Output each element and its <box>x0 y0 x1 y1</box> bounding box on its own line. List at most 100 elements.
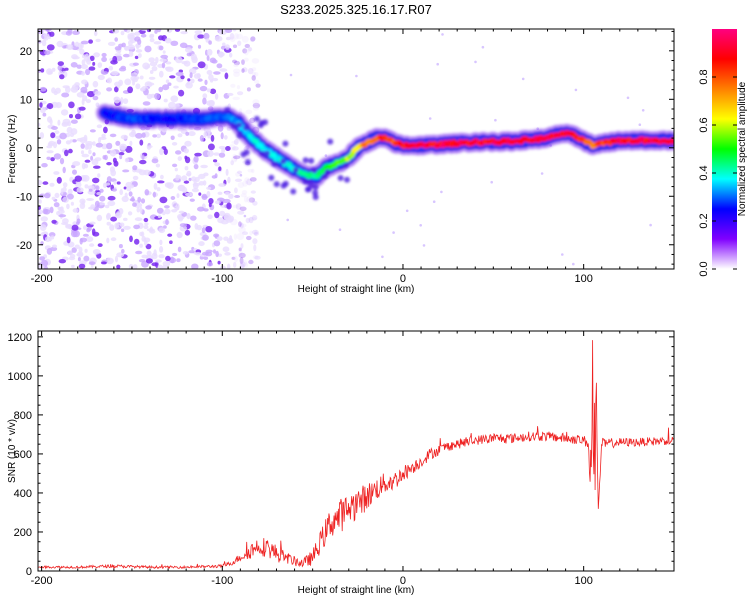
noise-blob <box>85 141 94 146</box>
noise-dot <box>286 218 290 222</box>
noise-blob <box>144 45 152 53</box>
noise-blob <box>212 77 219 82</box>
noise-blob <box>253 244 257 252</box>
noise-blob <box>61 122 69 127</box>
noise-blob <box>68 148 73 154</box>
noise-blob <box>164 66 172 71</box>
noise-blob <box>185 47 193 53</box>
noise-blob <box>135 49 143 53</box>
noise-blob <box>41 39 47 47</box>
noise-blob <box>178 210 185 214</box>
noise-blob <box>233 60 240 66</box>
noise-blob <box>95 142 104 148</box>
noise-blob <box>218 183 227 187</box>
noise-blob <box>137 196 142 203</box>
noise-blob <box>195 176 200 182</box>
noise-blob <box>106 176 112 183</box>
noise-blob <box>67 188 73 195</box>
noise-blob <box>240 193 247 198</box>
noise-blob <box>206 100 215 106</box>
noise-blob <box>65 224 72 229</box>
noise-blob <box>167 82 172 86</box>
noise-blob <box>76 92 85 98</box>
noise-blob <box>71 264 75 268</box>
noise-blob <box>102 182 107 188</box>
noise-blob <box>188 177 192 182</box>
noise-blob <box>84 248 88 253</box>
noise-blob <box>249 117 256 124</box>
noise-blob <box>199 135 204 142</box>
noise-blob <box>148 57 155 63</box>
noise-blob <box>149 70 154 74</box>
noise-blob <box>123 29 128 32</box>
noise-blob <box>146 250 152 257</box>
noise-blob <box>207 127 211 135</box>
noise-blob <box>243 196 249 203</box>
noise-blob <box>123 225 131 230</box>
noise-blob <box>193 163 199 170</box>
ridge-blob <box>310 167 317 173</box>
noise-blob <box>101 56 107 63</box>
noise-blob <box>141 154 145 160</box>
y-tick-label: -10 <box>16 191 32 203</box>
noise-blob <box>97 74 105 81</box>
noise-blob <box>252 71 257 78</box>
noise-blob <box>162 261 171 267</box>
x-tick-label: -100 <box>211 575 233 587</box>
noise-blob <box>51 196 56 201</box>
noise-blob <box>186 170 192 177</box>
noise-blob <box>206 70 213 75</box>
noise-blob <box>231 256 236 260</box>
noise-blob <box>171 209 178 213</box>
noise-blob <box>242 231 248 235</box>
snr-line-layer <box>38 340 674 570</box>
noise-blob <box>38 199 42 204</box>
noise-blob <box>151 158 159 164</box>
noise-blob <box>38 29 44 35</box>
noise-blob <box>129 32 136 36</box>
noise-blob <box>118 79 123 87</box>
ridge-blob <box>321 173 328 180</box>
noise-blob <box>110 216 117 222</box>
noise-blob <box>138 259 146 263</box>
noise-blob <box>92 249 101 255</box>
noise-blob <box>198 173 206 180</box>
noise-blob <box>248 216 257 221</box>
noise-blob <box>219 265 227 269</box>
noise-blob <box>39 256 45 261</box>
noise-blob <box>158 45 164 51</box>
noise-blob <box>169 240 173 244</box>
noise-blob <box>149 61 158 67</box>
x-tick-label: -200 <box>31 273 53 285</box>
noise-blob <box>141 236 146 242</box>
noise-blob <box>242 67 248 73</box>
noise-blob <box>72 30 80 35</box>
noise-blob <box>176 193 180 199</box>
snr-y-axis: 0 200 400 600 800 1000 1200 <box>8 332 674 578</box>
noise-blob <box>106 142 113 150</box>
noise-blob <box>39 106 46 114</box>
noise-blob <box>177 156 182 162</box>
noise-blob <box>143 217 149 223</box>
noise-blob <box>49 31 55 37</box>
noise-blob <box>243 262 249 268</box>
noise-dot <box>239 173 243 177</box>
noise-blob <box>101 71 109 75</box>
noise-blob <box>166 29 173 33</box>
noise-blob <box>158 227 166 234</box>
noise-blob <box>202 97 207 105</box>
noise-blob <box>124 192 128 198</box>
noise-blob <box>185 131 190 136</box>
noise-blob <box>38 122 41 127</box>
noise-blob <box>91 158 99 166</box>
noise-blob <box>159 58 167 62</box>
y-tick-label: 0 <box>26 566 32 578</box>
noise-blob <box>120 97 124 104</box>
noise-blob <box>116 252 125 258</box>
noise-blob <box>132 264 138 269</box>
noise-blob <box>42 208 48 215</box>
colorbar-ticks: 0.0 0.2 0.4 0.6 0.8 <box>698 69 737 277</box>
noise-blob <box>65 86 71 93</box>
noise-blob <box>85 99 91 104</box>
noise-blob <box>124 157 130 163</box>
